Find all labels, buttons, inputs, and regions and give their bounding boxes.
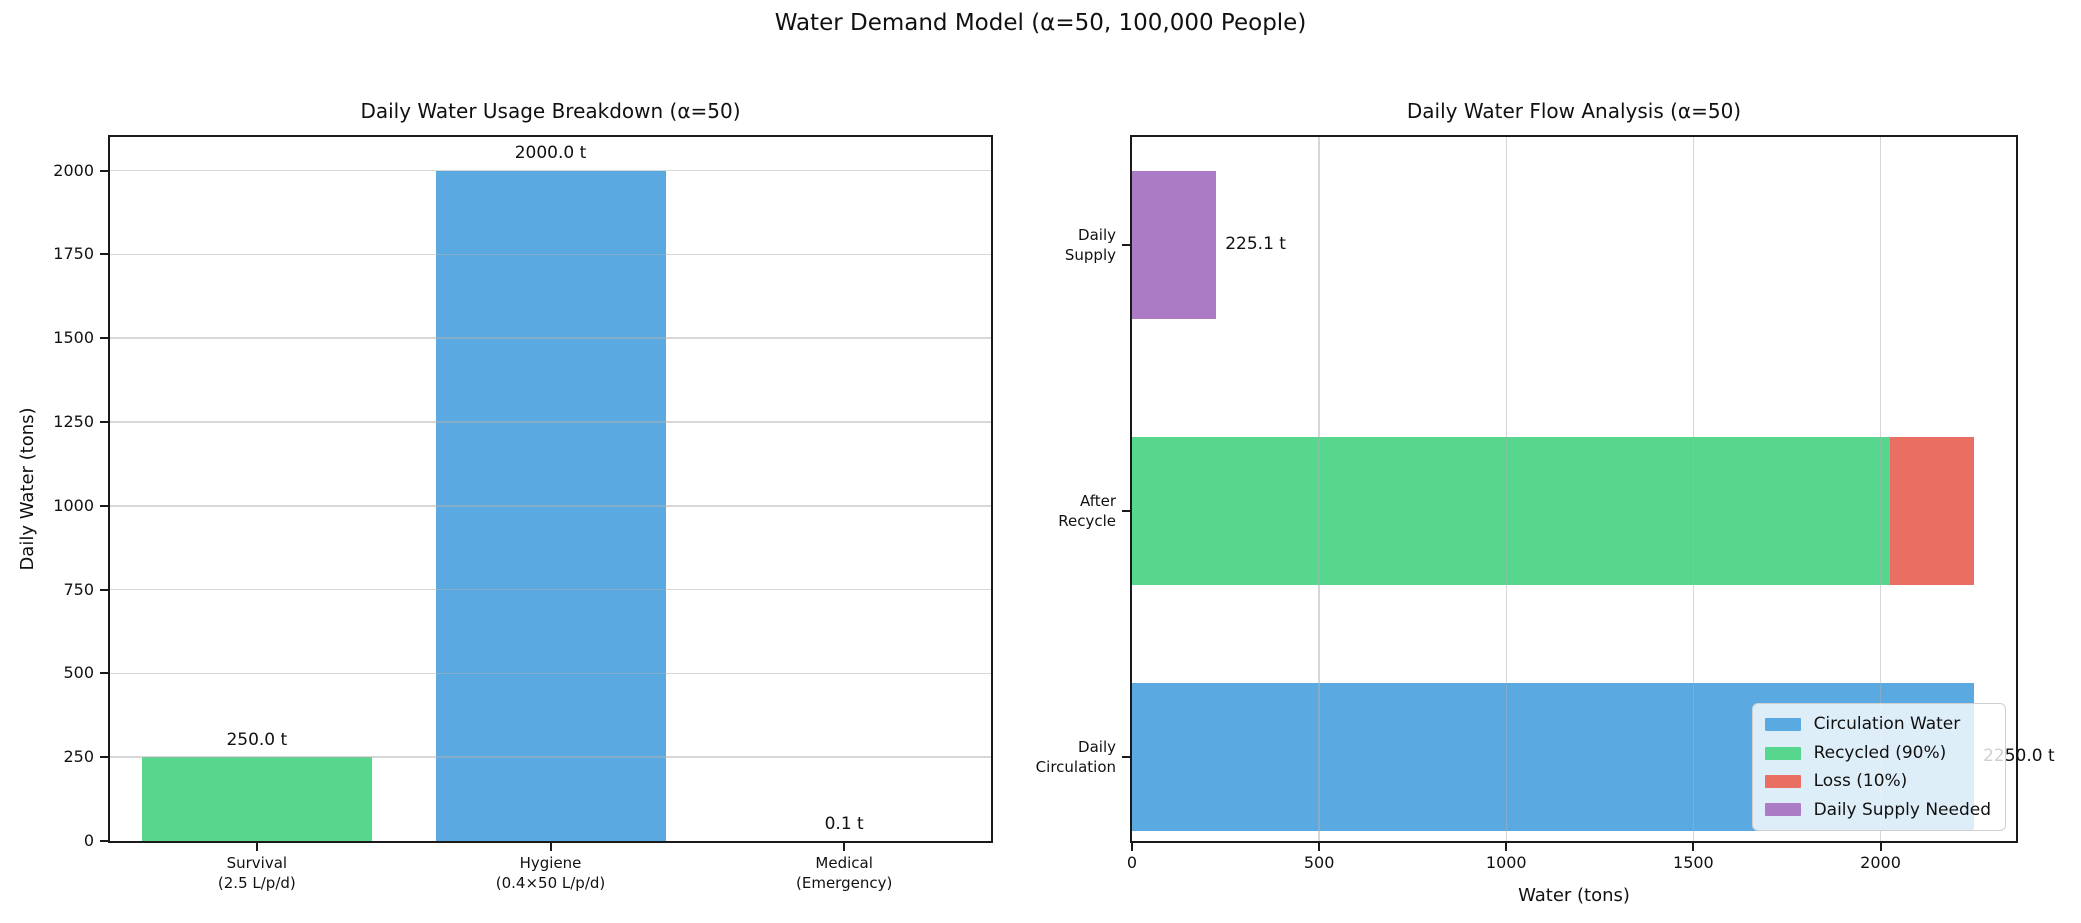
x-tick-mark	[1131, 842, 1133, 851]
usage-breakdown-axes: Daily Water Usage Breakdown (α=50) Daily…	[17, 99, 993, 892]
usage-bar-value-label: 2000.0 t	[514, 143, 587, 164]
gridline-h	[110, 421, 991, 423]
y-tick-mark	[100, 672, 109, 675]
legend-entry-3: Daily Supply Needed	[1764, 799, 1991, 820]
x-tick-mark	[255, 842, 258, 851]
x-tick-label: 1000	[1485, 853, 1527, 872]
gridline-v	[1505, 137, 1507, 841]
flow-bar-0-seg-0	[1132, 171, 1217, 319]
x-tick-mark	[843, 842, 846, 851]
flow-bar-1-seg-0	[1132, 437, 1890, 585]
gridline-h	[110, 505, 991, 507]
usage-breakdown-title: Daily Water Usage Breakdown (α=50)	[360, 99, 741, 123]
gridline-h	[110, 672, 991, 675]
x-tick-mark	[1505, 842, 1508, 851]
x-category-label: Survival (2.5 L/p/d)	[217, 854, 296, 893]
legend-entry-0: Circulation Water	[1764, 714, 1991, 735]
x-tick-mark	[1879, 842, 1882, 851]
legend-swatch-icon	[1764, 774, 1801, 788]
usage-bar-0	[141, 757, 372, 841]
y-tick-mark	[100, 337, 109, 340]
gridline-v	[1318, 137, 1320, 841]
x-category-label: Hygiene (0.4×50 L/p/d)	[495, 854, 606, 893]
y-tick-label: 1750	[53, 244, 94, 264]
legend-label: Recycled (90%)	[1813, 742, 1947, 763]
legend-swatch-icon	[1764, 718, 1801, 732]
y-tick-mark	[100, 588, 109, 591]
flow-bar-value-label: 225.1 t	[1225, 234, 1286, 254]
x-tick-label: 2000	[1860, 853, 1901, 872]
gridline-h	[110, 337, 991, 339]
legend: Circulation Water Recycled (90%) Loss (10%…	[1751, 703, 2006, 831]
y-tick-mark	[100, 169, 109, 172]
y-tick-mark	[100, 253, 109, 256]
y-tick-mark	[1122, 510, 1131, 512]
y-tick-label: 0	[83, 831, 94, 850]
y-tick-label: 500	[63, 663, 94, 683]
y-tick-mark	[100, 840, 109, 842]
y-tick-mark	[100, 420, 109, 423]
y-category-label: Daily Supply	[1064, 225, 1116, 264]
legend-entry-2: Loss (10%)	[1764, 771, 1991, 792]
flow-analysis-xlabel: Water (tons)	[1518, 885, 1630, 907]
y-category-label: Daily Circulation	[1035, 737, 1116, 776]
gridline-h	[110, 756, 991, 758]
x-category-label: Medical (Emergency)	[796, 854, 893, 893]
legend-swatch-icon	[1764, 803, 1801, 817]
flow-analysis-title: Daily Water Flow Analysis (α=50)	[1406, 99, 1742, 123]
x-tick-mark	[549, 842, 552, 851]
usage-bar-value-label: 0.1 t	[824, 813, 864, 834]
legend-label: Loss (10%)	[1813, 771, 1908, 792]
flow-analysis-axes: Daily Water Flow Analysis (α=50) 0 500 100…	[1036, 99, 2055, 906]
y-tick-mark	[100, 504, 109, 507]
y-tick-label: 1000	[53, 495, 94, 515]
figure-suptitle: Water Demand Model (α=50, 100,000 People…	[774, 10, 1307, 36]
y-tick-label: 1250	[53, 411, 94, 431]
legend-swatch-icon	[1764, 746, 1801, 760]
gridline-h	[110, 253, 991, 256]
y-tick-label: 250	[63, 747, 94, 767]
legend-label: Daily Supply Needed	[1813, 799, 1991, 820]
x-tick-label: 500	[1303, 853, 1335, 872]
gridline-h	[110, 588, 991, 591]
flow-analysis-plot-area: 0 500 1000 1500 2000 225.1 t Daily Supply After…	[1036, 135, 2055, 872]
x-tick-mark	[1692, 842, 1695, 851]
y-tick-mark	[1122, 244, 1131, 246]
usage-breakdown-plot-area: 0 250 500 750 1000 1250 1500 1750 2000 250.0 t Sur…	[53, 135, 993, 892]
x-tick-mark	[1318, 842, 1321, 851]
gridline-h	[110, 169, 991, 172]
legend-entry-1: Recycled (90%)	[1764, 742, 1991, 763]
y-tick-mark	[100, 756, 109, 759]
y-tick-mark	[1122, 756, 1131, 758]
gridline-v	[1692, 137, 1695, 841]
y-tick-label: 1500	[53, 328, 94, 348]
y-tick-label: 2000	[53, 160, 94, 180]
y-category-label: After Recycle	[1058, 491, 1116, 530]
flow-bar-1-seg-1	[1889, 437, 1975, 585]
x-tick-label: 0	[1126, 853, 1138, 872]
x-tick-label: 1500	[1673, 853, 1714, 872]
legend-label: Circulation Water	[1813, 714, 1961, 735]
usage-breakdown-ylabel: Daily Water (tons)	[17, 407, 39, 571]
usage-bar-value-label: 250.0 t	[226, 729, 288, 750]
y-tick-label: 750	[63, 579, 94, 599]
gridline-v	[1879, 137, 1882, 841]
